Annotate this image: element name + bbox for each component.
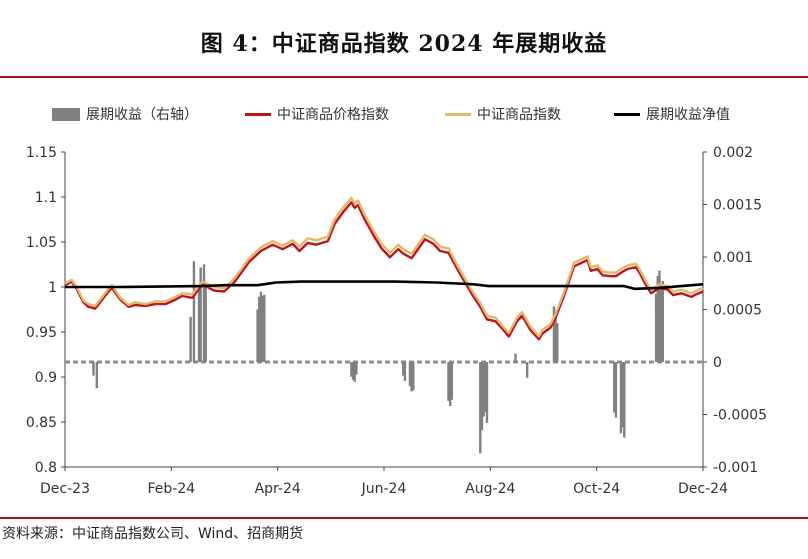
roll-yield-bar	[554, 311, 557, 362]
legend-swatch-gold-line	[445, 112, 471, 116]
roll-yield-bar	[480, 362, 484, 431]
legend-swatch-bar	[52, 107, 80, 121]
roll-yield-bar	[256, 309, 259, 362]
legend-swatch-black-line	[614, 112, 640, 116]
x-tick-label: Apr-24	[255, 481, 301, 497]
roll-yield-bar	[621, 362, 624, 428]
x-tick-label: Oct-24	[573, 481, 620, 497]
chart-title: 图 4：中证商品指数 2024 年展期收益	[200, 31, 608, 57]
legend-label-commodity-index: 中证商品指数	[477, 107, 561, 123]
legend-swatch-red-line	[245, 112, 271, 116]
y-right-tick-label: 0.0005	[713, 303, 762, 319]
x-tick-label: Feb-24	[148, 481, 196, 497]
chart-plot: 0.8 0.85 0.9 0.95 1 1.05 1.1 1.15 -0.001 -0.0005 0…	[26, 145, 767, 497]
roll-yield-bar	[408, 362, 412, 387]
roll-yield-bar	[355, 362, 358, 375]
roll-yield-bar	[199, 267, 202, 362]
legend-item-roll-yield: 展期收益（右轴）	[52, 104, 198, 124]
title-bar: 图 4：中证商品指数 2024 年展期收益	[0, 0, 808, 78]
x-tick-label: Dec-23	[40, 481, 90, 497]
roll-yield-bar	[485, 362, 489, 423]
roll-yield-bar	[654, 293, 658, 362]
roll-yield-bar	[525, 362, 529, 378]
y-left-tick-label: 1.05	[26, 235, 57, 251]
roll-yield-bar	[556, 323, 559, 362]
roll-yield-bar	[197, 286, 201, 362]
roll-yield-bar	[259, 291, 263, 362]
y-left-tick-label: 1.1	[35, 190, 57, 206]
roll-yield-bar	[402, 362, 405, 376]
y-right-tick-label: 0	[713, 355, 722, 371]
roll-yield-bar	[479, 362, 482, 454]
roll-yield-bar	[552, 306, 556, 362]
roll-yield-bar	[661, 281, 665, 362]
roll-yield-bar	[656, 275, 659, 362]
roll-yield-bar	[450, 362, 454, 400]
roll-yield-bar	[353, 362, 356, 382]
roll-yield-bar	[204, 283, 207, 362]
roll-yield-bar	[658, 270, 661, 362]
roll-yield-bar	[351, 362, 355, 380]
roll-yield-bar	[614, 362, 618, 418]
roll-yield-bar	[447, 362, 450, 401]
x-tick-label: Aug-24	[465, 481, 515, 497]
y-right-tick-label: -0.001	[713, 460, 758, 476]
y-left-tick-label: 0.95	[26, 325, 57, 341]
roll-yield-bar	[619, 362, 623, 434]
roll-yield-bar	[412, 362, 415, 391]
chart-legend: 展期收益（右轴） 中证商品价格指数 中证商品指数 展期收益净值	[0, 104, 808, 124]
roll-yield-bar	[350, 362, 353, 377]
y-left-tick-label: 0.85	[26, 415, 57, 431]
roll-yield-bar	[403, 362, 407, 381]
legend-item-commodity-index: 中证商品指数	[445, 104, 561, 124]
y-right-tick-label: -0.0005	[713, 408, 767, 424]
legend-label-roll-yield: 展期收益（右轴）	[86, 107, 198, 123]
y-left-tick-label: 1	[48, 280, 57, 296]
roll-yield-bar	[189, 316, 192, 362]
legend-label-price-index: 中证商品价格指数	[277, 107, 389, 123]
roll-yield-bar	[448, 362, 452, 407]
roll-yield-bar	[192, 261, 196, 362]
roll-yield-bar	[659, 285, 663, 362]
roll-yield-bar	[95, 362, 99, 389]
roll-yield-bar	[514, 353, 517, 362]
legend-item-net-value: 展期收益净值	[614, 104, 730, 124]
legend-label-net-value: 展期收益净值	[646, 107, 730, 123]
y-left-tick-label: 0.8	[35, 460, 57, 476]
roll-yield-bar	[92, 362, 95, 376]
price-index-line	[64, 201, 704, 341]
roll-yield-bar	[484, 362, 487, 413]
roll-yield-bar	[258, 296, 261, 362]
source-note: 资料来源：中证商品指数公司、Wind、招商期货	[0, 517, 808, 559]
legend-item-price-index: 中证商品价格指数	[245, 104, 389, 124]
y-left-tick-label: 1.15	[26, 145, 57, 161]
roll-yield-bar	[623, 362, 626, 438]
y-right-tick-label: 0.002	[713, 145, 753, 161]
x-tick-label: Dec-24	[678, 481, 728, 497]
roll-yield-bar	[410, 362, 413, 392]
x-tick-label: Jun-24	[361, 481, 407, 497]
net-value-line	[65, 280, 704, 291]
roll-yield-bar	[613, 362, 616, 413]
roll-yield-bar	[261, 295, 264, 362]
roll-yield-bar	[263, 294, 266, 362]
roll-yield-bar	[202, 264, 206, 362]
y-left-tick-label: 0.9	[35, 370, 57, 386]
roll-yield-bar	[482, 362, 485, 417]
y-right-tick-label: 0.0015	[713, 198, 762, 214]
commodity-index-line	[64, 196, 704, 338]
y-right-tick-label: 0.001	[713, 250, 753, 266]
